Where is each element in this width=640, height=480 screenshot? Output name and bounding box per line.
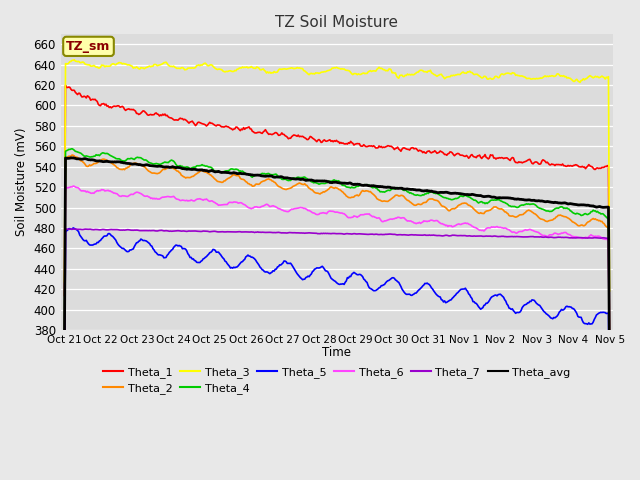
Theta_1 — [509, 155, 516, 160]
Theta_5 — [61, 392, 68, 397]
Title: TZ Soil Moisture: TZ Soil Moisture — [275, 15, 399, 30]
Theta_avg — [356, 182, 364, 188]
Theta_6 — [509, 229, 516, 235]
Theta_6 — [605, 396, 613, 402]
Theta_6 — [321, 210, 328, 216]
Line: Theta_avg: Theta_avg — [65, 158, 609, 377]
Theta_3 — [605, 288, 613, 294]
Theta_2 — [321, 189, 328, 195]
Theta_7 — [324, 230, 332, 236]
Theta_4 — [386, 188, 394, 193]
Theta_7 — [321, 230, 328, 236]
Theta_1 — [324, 138, 332, 144]
Theta_5 — [356, 272, 364, 277]
Theta_3 — [321, 69, 328, 74]
Theta_7 — [356, 231, 364, 237]
Theta_4 — [324, 180, 332, 185]
Theta_3 — [386, 66, 394, 72]
Theta_avg — [61, 342, 68, 348]
Line: Theta_6: Theta_6 — [65, 186, 609, 399]
Theta_7 — [509, 234, 516, 240]
Theta_2 — [356, 191, 364, 196]
Line: Theta_3: Theta_3 — [65, 60, 609, 291]
Theta_6 — [386, 216, 394, 222]
Theta_5 — [605, 445, 613, 451]
Theta_avg — [321, 178, 328, 184]
Theta_1 — [321, 137, 328, 143]
Theta_6 — [594, 233, 602, 239]
Theta_6 — [61, 361, 68, 367]
Theta_7 — [61, 226, 69, 232]
Theta_4 — [321, 180, 328, 186]
Theta_2 — [386, 197, 394, 203]
Theta_3 — [509, 70, 516, 76]
Theta_5 — [594, 312, 602, 317]
Theta_4 — [605, 382, 613, 388]
Theta_2 — [594, 217, 602, 223]
Text: TZ_sm: TZ_sm — [67, 40, 111, 53]
Theta_6 — [69, 183, 77, 189]
Theta_1 — [605, 347, 613, 353]
Theta_5 — [386, 276, 394, 282]
Theta_5 — [509, 306, 516, 312]
Theta_1 — [61, 83, 69, 88]
Theta_6 — [356, 212, 364, 217]
Theta_avg — [69, 155, 77, 161]
Theta_4 — [594, 209, 602, 215]
Theta_1 — [386, 144, 394, 149]
Theta_avg — [594, 204, 602, 210]
Theta_4 — [356, 182, 364, 188]
Theta_avg — [605, 374, 613, 380]
Theta_3 — [594, 73, 602, 79]
X-axis label: Time: Time — [323, 347, 351, 360]
Theta_5 — [324, 269, 332, 275]
Theta_5 — [69, 225, 77, 231]
Theta_7 — [61, 389, 68, 395]
Theta_5 — [321, 266, 328, 272]
Theta_avg — [509, 195, 516, 201]
Line: Theta_2: Theta_2 — [65, 155, 609, 391]
Theta_4 — [509, 204, 516, 209]
Theta_6 — [324, 209, 332, 215]
Line: Theta_5: Theta_5 — [65, 228, 609, 448]
Theta_3 — [70, 57, 78, 63]
Legend: Theta_1, Theta_2, Theta_3, Theta_4, Theta_5, Theta_6, Theta_7, Theta_avg: Theta_1, Theta_2, Theta_3, Theta_4, Thet… — [99, 362, 575, 399]
Theta_3 — [356, 72, 364, 77]
Theta_4 — [68, 146, 76, 152]
Theta_1 — [61, 293, 68, 299]
Theta_3 — [324, 68, 332, 73]
Y-axis label: Soil Moisture (mV): Soil Moisture (mV) — [15, 128, 28, 236]
Theta_4 — [61, 337, 68, 343]
Theta_2 — [605, 388, 613, 394]
Theta_2 — [324, 187, 332, 192]
Theta_avg — [324, 179, 332, 184]
Theta_7 — [605, 396, 613, 401]
Theta_7 — [386, 231, 394, 237]
Theta_2 — [509, 213, 516, 219]
Line: Theta_7: Theta_7 — [65, 229, 609, 398]
Theta_3 — [61, 279, 68, 285]
Line: Theta_4: Theta_4 — [65, 149, 609, 385]
Line: Theta_1: Theta_1 — [65, 85, 609, 350]
Theta_avg — [386, 184, 394, 190]
Theta_2 — [61, 342, 68, 348]
Theta_2 — [68, 152, 76, 158]
Theta_1 — [594, 165, 602, 171]
Theta_1 — [356, 143, 364, 149]
Theta_7 — [594, 235, 602, 241]
